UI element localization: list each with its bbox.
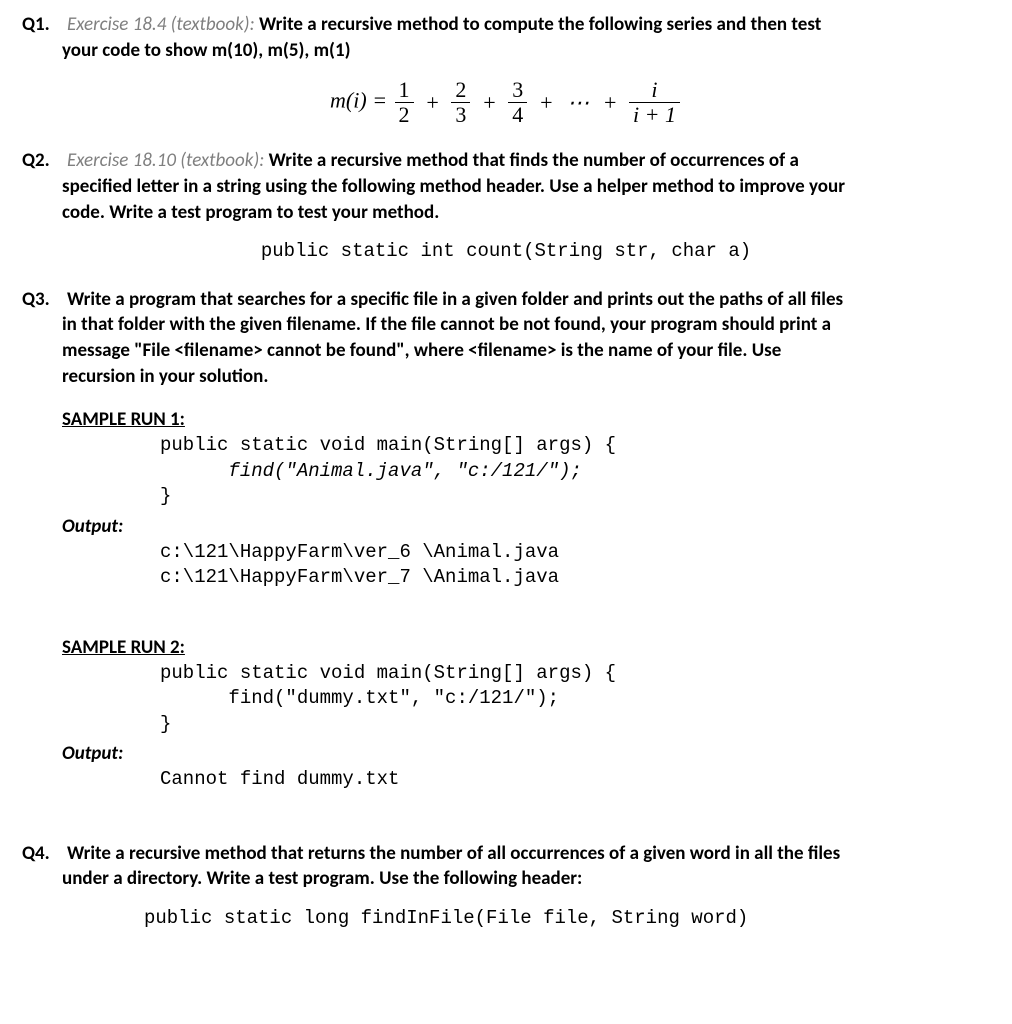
formula-last-term: i i + 1	[629, 79, 680, 126]
q2-reference: Exercise 18.10 (textbook):	[67, 149, 264, 172]
q4-code: public static long findInFile(File file,…	[144, 906, 990, 932]
q1-reference: Exercise 18.4 (textbook):	[67, 13, 255, 36]
question-2: Q2. Exercise 18.10 (textbook): Write a r…	[22, 148, 990, 265]
code-line: }	[160, 713, 171, 735]
frac-den: 2	[395, 103, 414, 126]
q3-head: Q3. Write a program that searches for a …	[22, 287, 990, 313]
frac-num: 2	[451, 79, 470, 103]
code-line: }	[160, 485, 171, 507]
formula-lhs-func: m	[330, 88, 346, 113]
q4-text-line1: Write a recursive method that returns th…	[67, 842, 840, 865]
q4-label: Q4.	[22, 842, 50, 865]
output-line: c:\121\HappyFarm\ver_6 \Animal.java	[160, 541, 559, 563]
formula-term-1: 1 2	[395, 79, 414, 126]
q1-head: Q1. Exercise 18.4 (textbook): Write a re…	[22, 12, 990, 38]
q1-text-line2: your code to show m(10), m(5), m(1)	[62, 38, 990, 64]
q2-code: public static int count(String str, char…	[22, 239, 990, 265]
q4-head: Q4. Write a recursive method that return…	[22, 841, 990, 867]
output-line: c:\121\HappyFarm\ver_7 \Animal.java	[160, 566, 559, 588]
q2-text-line3: code. Write a test program to test your …	[62, 200, 990, 226]
q2-text-line2: specified letter in a string using the f…	[62, 174, 990, 200]
formula-term-2: 2 3	[451, 79, 470, 126]
sample-run-2-output: Cannot find dummy.txt	[160, 767, 990, 793]
q3-text-line2: in that folder with the given filename. …	[62, 312, 990, 338]
q3-text-line4: recursion in your solution.	[62, 364, 990, 390]
q4-text-line2: under a directory. Write a test program.…	[62, 866, 990, 892]
formula-term-3: 3 4	[508, 79, 527, 126]
page: Q1. Exercise 18.4 (textbook): Write a re…	[0, 0, 1012, 984]
plus-icon: +	[599, 88, 622, 118]
q2-head: Q2. Exercise 18.10 (textbook): Write a r…	[22, 148, 990, 174]
question-3: Q3. Write a program that searches for a …	[22, 287, 990, 793]
q1-text-line1: Write a recursive method to compute the …	[259, 13, 821, 36]
frac-den: 4	[508, 103, 527, 126]
q3-text-line1: Write a program that searches for a spec…	[67, 288, 843, 311]
q2-text-line1: Write a recursive method that finds the …	[269, 149, 799, 172]
plus-icon: +	[421, 88, 444, 118]
frac-den: 3	[451, 103, 470, 126]
q1-formula: m(i) = 1 2 + 2 3 + 3 4 + ⋯ + i i + 1	[22, 79, 990, 126]
q3-text-line3: message "File <filename> cannot be found…	[62, 338, 990, 364]
q1-label: Q1.	[22, 13, 50, 36]
sample-run-1-output: c:\121\HappyFarm\ver_6 \Animal.java c:\1…	[160, 540, 990, 591]
output-line: Cannot find dummy.txt	[160, 768, 399, 790]
code-line: public static void main(String[] args) {	[160, 434, 616, 456]
code-line: find("dummy.txt", "c:/121/");	[160, 687, 559, 709]
frac-num: i	[629, 79, 680, 103]
formula-dots: ⋯	[563, 88, 593, 118]
q3-label: Q3.	[22, 288, 50, 311]
frac-den: i + 1	[629, 103, 680, 126]
sample-run-2-code: public static void main(String[] args) {…	[160, 661, 990, 738]
sample-run-1-head: SAMPLE RUN 1:	[62, 407, 990, 433]
output-label-1: Output:	[62, 514, 990, 540]
plus-icon: +	[535, 88, 558, 118]
sample-run-2-head: SAMPLE RUN 2:	[62, 635, 990, 661]
q2-label: Q2.	[22, 149, 50, 172]
question-1: Q1. Exercise 18.4 (textbook): Write a re…	[22, 12, 990, 126]
frac-num: 1	[395, 79, 414, 103]
question-4: Q4. Write a recursive method that return…	[22, 841, 990, 932]
sample-run-1-code: public static void main(String[] args) {…	[160, 433, 990, 510]
code-line: find("Animal.java", "c:/121/");	[160, 460, 582, 482]
output-label-2: Output:	[62, 741, 990, 767]
frac-num: 3	[508, 79, 527, 103]
plus-icon: +	[478, 88, 501, 118]
code-line: public static void main(String[] args) {	[160, 662, 616, 684]
